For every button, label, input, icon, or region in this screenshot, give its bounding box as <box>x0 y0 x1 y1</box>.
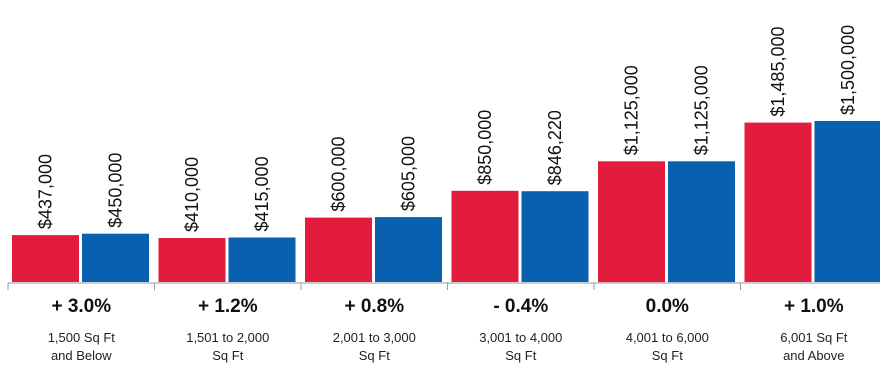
bar-b-0 <box>82 233 149 282</box>
category-label-4-1: Sq Ft <box>652 348 683 363</box>
bar-b-4 <box>668 161 735 283</box>
value-label-a-0: $437,000 <box>36 154 56 229</box>
bar-a-3 <box>451 190 519 282</box>
category-label-2-0: 2,001 to 3,000 <box>333 330 416 345</box>
change-label-1: + 1.2% <box>198 296 258 317</box>
category-label-5-0: 6,001 Sq Ft <box>780 330 848 345</box>
change-label-5: + 1.0% <box>784 296 844 317</box>
category-label-2-1: Sq Ft <box>359 348 390 363</box>
category-label-0-0: 1,500 Sq Ft <box>48 330 116 345</box>
value-label-b-2: $605,000 <box>399 136 419 211</box>
value-label-b-1: $415,000 <box>252 156 272 231</box>
category-label-3-0: 3,001 to 4,000 <box>479 330 562 345</box>
bar-b-2 <box>375 217 442 282</box>
value-label-a-4: $1,125,000 <box>622 65 642 155</box>
value-label-b-5: $1,500,000 <box>838 25 858 115</box>
bar-a-4 <box>598 161 665 283</box>
value-label-a-2: $600,000 <box>329 137 349 212</box>
bar-b-3 <box>521 191 589 282</box>
category-label-0-1: and Below <box>51 348 112 363</box>
value-label-a-5: $1,485,000 <box>768 27 788 117</box>
category-label-3-1: Sq Ft <box>505 348 536 363</box>
bar-b-1 <box>228 237 296 282</box>
change-label-3: - 0.4% <box>493 296 548 317</box>
bar-a-2 <box>305 217 372 282</box>
value-label-b-0: $450,000 <box>106 153 126 228</box>
category-label-1-0: 1,501 to 2,000 <box>186 330 269 345</box>
value-label-a-1: $410,000 <box>182 157 202 232</box>
category-label-4-0: 4,001 to 6,000 <box>626 330 709 345</box>
change-label-4: 0.0% <box>646 296 689 317</box>
change-label-2: + 0.8% <box>344 296 404 317</box>
bar-a-5 <box>744 122 812 282</box>
value-label-a-3: $850,000 <box>475 110 495 185</box>
bar-a-0 <box>12 235 79 282</box>
category-label-5-1: and Above <box>783 348 844 363</box>
category-label-1-1: Sq Ft <box>212 348 243 363</box>
value-label-b-4: $1,125,000 <box>692 65 712 155</box>
value-label-b-3: $846,220 <box>545 110 565 185</box>
change-label-0: + 3.0% <box>51 296 111 317</box>
bar-b-5 <box>814 121 880 282</box>
bar-a-1 <box>158 238 226 282</box>
